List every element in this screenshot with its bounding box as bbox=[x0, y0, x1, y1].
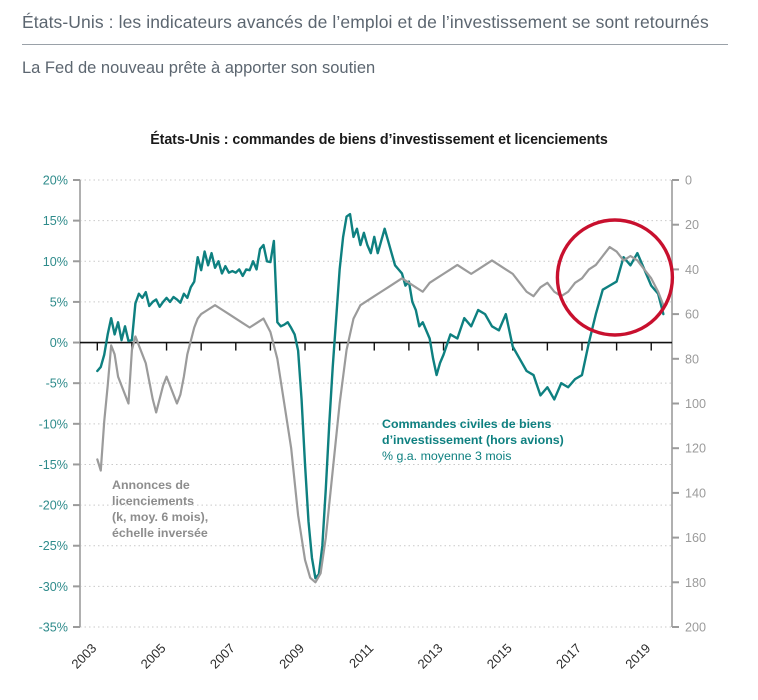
left-axis-tick-label: -35% bbox=[39, 621, 68, 635]
right-axis-tick-label: 120 bbox=[685, 442, 706, 456]
x-axis-tick-label: 2017 bbox=[553, 641, 584, 672]
x-axis-tick-label: 2011 bbox=[346, 641, 376, 671]
right-axis-tick-label: 180 bbox=[685, 576, 706, 590]
left-axis-tick-label: -25% bbox=[39, 539, 68, 553]
left-axis-tick-label: 10% bbox=[43, 255, 68, 269]
right-axis-tick-label: 60 bbox=[685, 308, 699, 322]
right-axis-tick-label: 20 bbox=[685, 218, 699, 232]
header-divider bbox=[22, 44, 728, 45]
right-axis-tick-label: 160 bbox=[685, 531, 706, 545]
series-line-layoffs bbox=[96, 245, 665, 584]
x-axis-tick-label: 2007 bbox=[207, 641, 238, 672]
right-axis-tick-label: 80 bbox=[685, 352, 699, 366]
x-axis-tick-label: 2013 bbox=[415, 641, 446, 672]
header: États-Unis : les indicateurs avancés de … bbox=[22, 10, 730, 79]
annotation-circle-highlight bbox=[555, 218, 675, 337]
left-axis-tick-label: -15% bbox=[39, 458, 68, 472]
chart-container: États-Unis : commandes de biens d’invest… bbox=[0, 118, 758, 700]
x-axis-tick-label: 2005 bbox=[138, 641, 169, 672]
left-axis-tick-label: -5% bbox=[46, 377, 68, 391]
page-subtitle: La Fed de nouveau prête à apporter son s… bbox=[22, 59, 376, 77]
page-title: États-Unis : les indicateurs avancés de … bbox=[22, 12, 709, 32]
left-axis-tick-label: 5% bbox=[50, 295, 68, 309]
legend-label-capital-goods-orders: d’investissement (hors avions) bbox=[382, 433, 564, 447]
series-line-capital-goods-orders bbox=[96, 212, 665, 580]
left-axis-tick-label: -30% bbox=[39, 580, 68, 594]
x-axis-tick-label: 2019 bbox=[622, 641, 653, 672]
legend-label-layoff-announcements: (k, moy. 6 mois), bbox=[112, 510, 208, 524]
right-axis-tick-label: 0 bbox=[685, 174, 692, 188]
legend-label-capital-goods-orders: Commandes civiles de biens bbox=[382, 417, 552, 431]
left-axis-tick-label: -10% bbox=[39, 417, 68, 431]
chart-title: États-Unis : commandes de biens d’invest… bbox=[150, 132, 608, 148]
legend-label-capital-goods-orders: % g.a. moyenne 3 mois bbox=[382, 449, 511, 463]
left-axis-tick-label: 15% bbox=[43, 214, 68, 228]
right-axis-tick-label: 100 bbox=[685, 397, 706, 411]
right-axis-tick-label: 200 bbox=[685, 621, 706, 635]
right-axis-tick-label: 40 bbox=[685, 263, 699, 277]
right-axis-tick-label: 140 bbox=[685, 486, 706, 500]
x-axis-tick-label: 2009 bbox=[276, 641, 307, 672]
left-axis-tick-label: -20% bbox=[39, 499, 68, 513]
left-axis-tick-label: 20% bbox=[43, 174, 68, 188]
chart-plot: 20% 15% 10% 5% 0% -5% -10% -15% -20% -25% -30% -35%… bbox=[39, 174, 706, 672]
x-axis-tick-label: 2015 bbox=[484, 641, 515, 672]
left-axis-tick-label: 0% bbox=[50, 336, 68, 350]
legend-label-layoff-announcements: licenciements bbox=[112, 494, 194, 508]
legend-label-layoff-announcements: échelle inversée bbox=[112, 526, 208, 540]
x-axis-tick-label: 2003 bbox=[68, 641, 99, 672]
legend-label-layoff-announcements: Annonces de bbox=[112, 478, 190, 492]
